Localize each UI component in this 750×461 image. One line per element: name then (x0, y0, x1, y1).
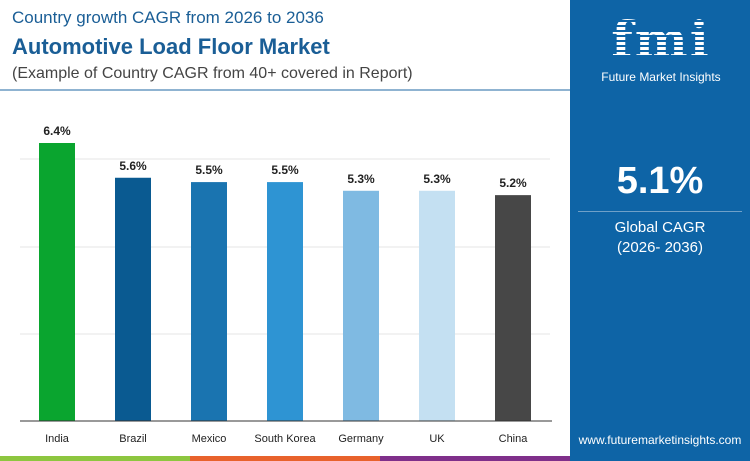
x-tick-label: South Korea (254, 433, 316, 445)
x-tick-label: China (499, 433, 529, 445)
bar-uk (419, 190, 455, 421)
global-cagr-label: Global CAGR (614, 219, 706, 236)
data-label: 6.4% (43, 124, 71, 138)
sidebar: fmi Future Market Insights 5.1% Global C… (570, 0, 750, 461)
bar-germany (343, 190, 379, 421)
global-cagr-period: (2026- 2036) (617, 239, 703, 256)
data-label: 5.6% (119, 159, 147, 173)
website-link[interactable]: www.futuremarketinsights.com (578, 433, 742, 447)
data-label: 5.5% (195, 163, 223, 177)
stripe-orange (190, 456, 380, 461)
bar-chart: 6.4% India 5.6% Brazil 5.5% Mexico 5.5% South K… (20, 124, 552, 445)
chart-title: Automotive Load Floor Market (12, 34, 330, 59)
x-tick-label: India (45, 433, 70, 445)
stripe-purple (380, 456, 570, 461)
x-tick-label: Mexico (192, 433, 227, 445)
bar-south-korea (267, 182, 303, 421)
bar-brazil (115, 177, 151, 421)
chart-subtitle: Country growth CAGR from 2026 to 2036 (12, 8, 324, 27)
brand-name: Future Market Insights (601, 70, 721, 84)
bar-china (495, 195, 531, 421)
header-divider (0, 89, 570, 91)
data-label: 5.2% (499, 176, 527, 190)
data-label: 5.3% (347, 172, 375, 186)
stripe-green (0, 456, 190, 461)
x-tick-label: Germany (338, 433, 384, 445)
bar-india (39, 143, 75, 421)
divider (578, 211, 742, 212)
data-label: 5.3% (423, 172, 451, 186)
bar-mexico (191, 182, 227, 421)
x-tick-label: Brazil (119, 433, 147, 445)
chart-note: (Example of Country CAGR from 40+ covere… (12, 65, 413, 82)
data-label: 5.5% (271, 163, 299, 177)
fmi-logo: fmi Future Market Insights (594, 12, 728, 85)
x-tick-label: UK (429, 433, 445, 445)
global-cagr-value: 5.1% (616, 160, 704, 202)
